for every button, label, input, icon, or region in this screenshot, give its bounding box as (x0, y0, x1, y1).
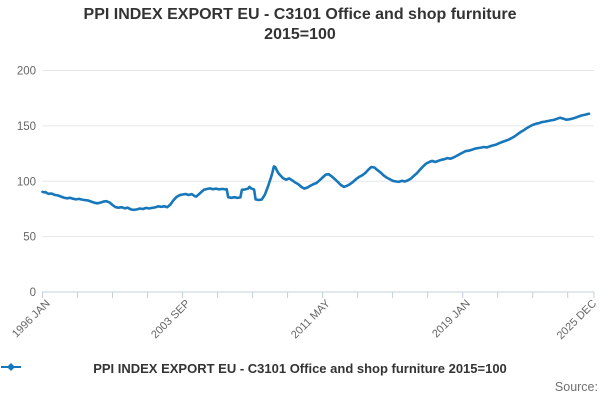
y-axis-tick-label: 150 (17, 121, 36, 133)
chart-title-block: PPI INDEX EXPORT EU - C3101 Office and s… (0, 5, 600, 45)
chart-subtitle: 2015=100 (264, 26, 336, 43)
series-line[interactable] (41, 112, 591, 212)
chart-title: PPI INDEX EXPORT EU - C3101 Office and s… (83, 6, 517, 23)
y-axis-tick-label: 200 (17, 66, 36, 78)
x-axis-tick-label: 2019 JAN (430, 298, 473, 341)
legend-item[interactable]: PPI INDEX EXPORT EU - C3101 Office and s… (0, 361, 600, 376)
y-axis-tick-label: 50 (23, 232, 36, 244)
source-label: Source: (554, 380, 598, 394)
x-axis-tick-label: 2011 MAY (289, 297, 333, 341)
x-axis-tick-label: 2003 SEP (149, 298, 193, 342)
legend-label: PPI INDEX EXPORT EU - C3101 Office and s… (93, 361, 507, 376)
y-axis-tick-label: 0 (30, 287, 36, 299)
y-axis-tick-label: 100 (17, 176, 36, 188)
legend-series-marker-icon (1, 363, 21, 371)
x-axis-tick-label: 2025 DEC (555, 298, 599, 342)
x-axis-tick-label: 1996 JAN (10, 298, 53, 341)
